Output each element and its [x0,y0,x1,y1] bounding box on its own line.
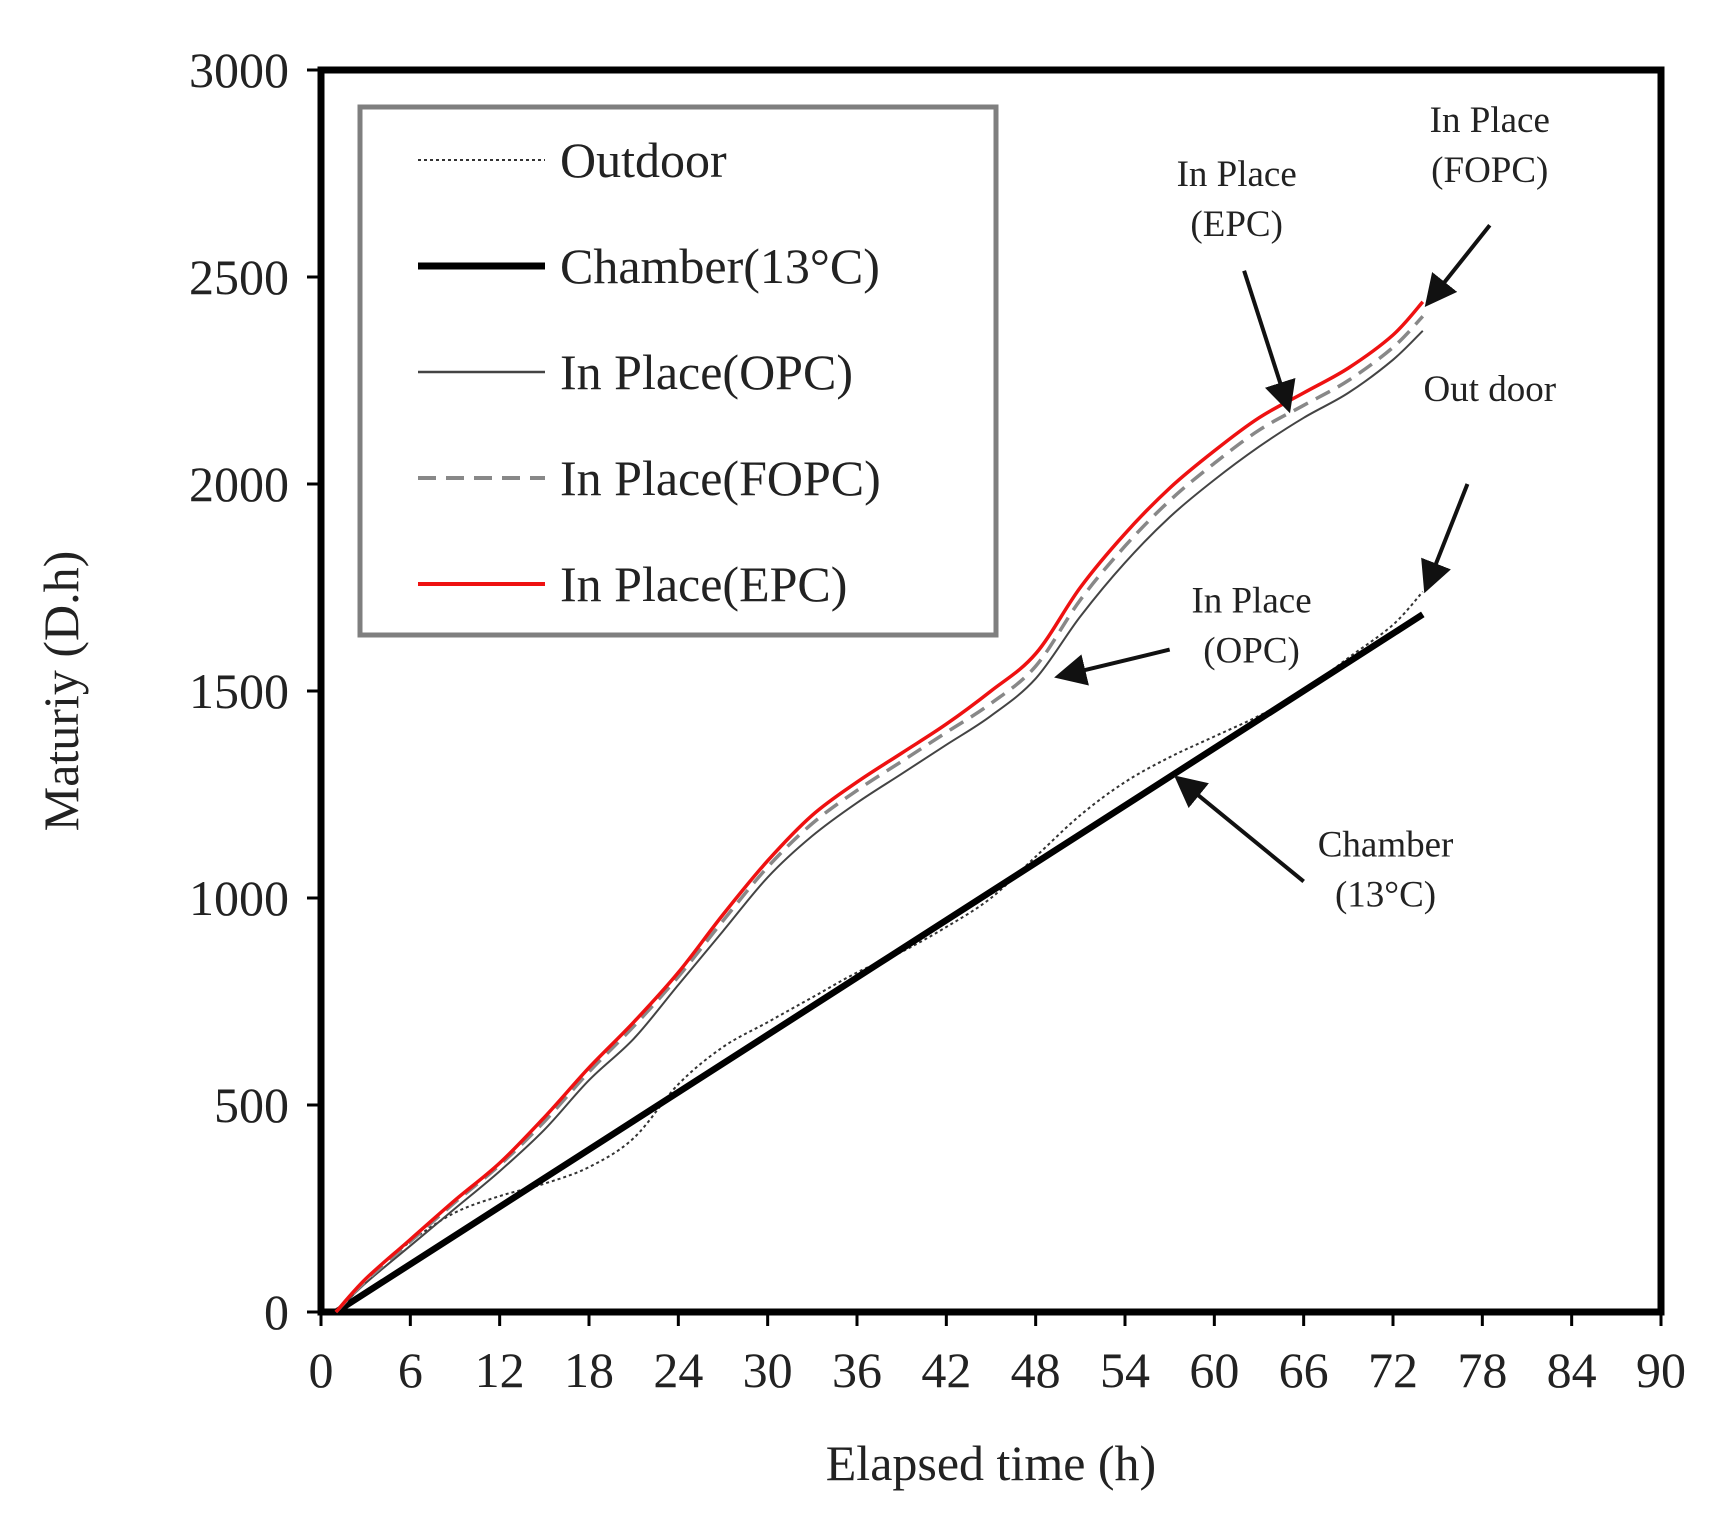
annotation-arrow [1054,647,1171,686]
x-tick-label: 6 [398,1342,423,1398]
legend-label-outdoor: Outdoor [560,132,727,188]
series-line-in-place-epc [334,300,1425,1314]
x-tick-label: 30 [743,1342,793,1398]
annotation-arrow [1242,270,1296,414]
y-tick-label: 2000 [189,456,289,512]
x-tick-label: 60 [1189,1342,1239,1398]
y-axis-title: Maturiy (D.h) [33,551,89,832]
x-tick-label: 78 [1457,1342,1507,1398]
series-line-in-place-opc [335,330,1424,1313]
x-tick-label: 42 [921,1342,971,1398]
x-tick-label: 36 [832,1342,882,1398]
annotation-label: (FOPC) [1431,150,1548,191]
y-tick-label: 3000 [189,42,289,98]
legend-label-epc: In Place(EPC) [560,556,847,612]
series-layer [334,300,1425,1315]
annotation-label: In Place [1177,154,1297,195]
annotation-label: In Place [1430,100,1550,141]
y-tick-label: 1500 [189,663,289,719]
x-tick-label: 12 [475,1342,525,1398]
annotation-label: Out door [1423,369,1556,410]
annotation-layer: In Place (EPC) In Place (FOPC) Out door In Pl… [1054,100,1556,916]
x-tick-label: 54 [1100,1342,1150,1398]
legend-label-fopc: In Place(FOPC) [560,450,881,506]
x-tick-label: 66 [1279,1342,1329,1398]
x-tick-label: 84 [1547,1342,1597,1398]
y-tick-label: 2500 [189,249,289,305]
x-tick-label: 24 [653,1342,703,1398]
x-tick-label: 18 [564,1342,614,1398]
annotation-label: (13°C) [1335,875,1436,916]
annotation-label: (EPC) [1190,204,1283,245]
tick-layer: 0 6 12 18 24 30 36 42 48 54 60 66 72 78 84 90 0 500 1000 15… [189,42,1686,1398]
y-tick-label: 500 [214,1077,289,1133]
annotation-label: (OPC) [1203,630,1300,671]
legend-label-chamber: Chamber(13°C) [560,238,880,294]
x-axis-title: Elapsed time (h) [826,1435,1156,1491]
x-tick-label: 0 [309,1342,334,1398]
y-tick-label: 0 [264,1284,289,1340]
legend-label-opc: In Place(OPC) [560,344,853,400]
series-line-chamber-13-c [334,611,1425,1315]
annotation-arrow [1421,483,1470,594]
y-tick-label: 1000 [189,870,289,926]
legend: Outdoor Chamber(13°C) In Place(OPC) In P… [357,104,999,638]
annotation-arrow [1424,224,1492,308]
annotation-label: In Place [1191,580,1311,621]
annotation-arrow [1174,775,1305,883]
x-tick-label: 48 [1011,1342,1061,1398]
x-tick-label: 72 [1368,1342,1418,1398]
x-tick-label: 90 [1636,1342,1686,1398]
annotation-label: Chamber [1318,825,1454,866]
